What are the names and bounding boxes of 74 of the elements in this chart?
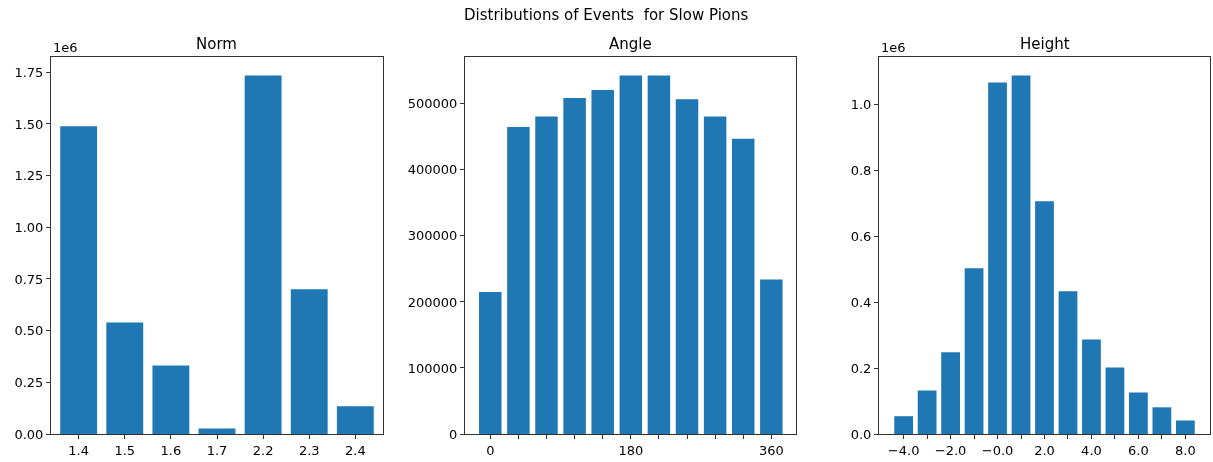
x-tick-label: 360: [758, 442, 784, 458]
y-tick-label: 1.25: [14, 168, 44, 184]
x-tick-label: −0.0: [981, 442, 1014, 458]
bar: [60, 126, 98, 434]
y-tick-label: 0.6: [850, 228, 872, 244]
bar: [290, 289, 328, 434]
bar: [591, 90, 614, 434]
bar: [1175, 420, 1195, 434]
bar: [703, 116, 727, 434]
bar: [507, 126, 530, 434]
chart-title: Angle: [609, 35, 652, 53]
y-tick-label: 0.00: [14, 426, 44, 442]
bar: [675, 99, 699, 434]
bar: [917, 390, 937, 434]
x-tick-label: 2.4: [344, 442, 366, 458]
y-tick-label: 1.00: [14, 219, 44, 235]
bar: [535, 116, 558, 434]
bar: [1058, 291, 1078, 434]
y-tick-label: 0.0: [850, 426, 872, 442]
y-tick-label: 500000: [407, 96, 458, 112]
x-tick-label: 4.0: [1081, 442, 1102, 458]
y-tick-label: 300000: [407, 228, 458, 244]
x-tick-label: 2.2: [252, 442, 274, 458]
y-tick-label: 0.25: [14, 374, 44, 390]
text: 1e6: [53, 40, 78, 55]
bar: [619, 75, 643, 434]
bar: [1082, 339, 1101, 434]
x-tick-label: 1.7: [206, 442, 228, 458]
bar: [894, 416, 914, 434]
x-tick-label: 2.3: [298, 442, 320, 458]
y-tick-label: 0: [449, 426, 458, 442]
bar: [479, 292, 502, 434]
bar: [106, 322, 144, 434]
x-tick-label: 1.5: [114, 442, 136, 458]
y-tick-label: 0.75: [14, 271, 44, 287]
y-tick-label: 1.75: [14, 64, 44, 80]
chart-title: Norm: [196, 35, 237, 53]
y-tick-label: 0.2: [850, 360, 872, 376]
x-tick-label: 2.0: [1034, 442, 1055, 458]
y-tick-label: 0.8: [850, 162, 872, 178]
chart-title: Height: [1020, 35, 1070, 53]
bar: [941, 352, 960, 434]
bar: [1129, 392, 1148, 434]
bar: [647, 75, 671, 434]
bar: [760, 279, 783, 434]
x-tick-label: −4.0: [887, 442, 920, 458]
x-tick-label: 6.0: [1128, 442, 1149, 458]
bar: [1035, 201, 1054, 434]
y-tick-label: 1.50: [14, 116, 44, 132]
x-tick-label: 0: [486, 442, 495, 458]
y-tick-label: 100000: [407, 360, 458, 376]
bar: [198, 428, 236, 434]
bar: [988, 82, 1007, 434]
bar: [1011, 75, 1031, 434]
y-tick-label: 0.50: [14, 323, 44, 339]
bar: [563, 97, 586, 434]
x-tick-label: 1.4: [68, 442, 90, 458]
bar: [964, 268, 984, 434]
bar: [1152, 407, 1172, 434]
text: 1e6: [881, 40, 906, 55]
y-tick-label: 0.4: [850, 294, 872, 310]
y-tick-label: 1.0: [850, 97, 872, 112]
bar: [152, 365, 190, 434]
bar: [244, 75, 282, 434]
bar: [1105, 367, 1125, 434]
y-tick-label: 200000: [407, 294, 458, 310]
bar: [336, 406, 374, 434]
text: Distributions of Events for Slow Pions: [464, 6, 749, 24]
bar: [731, 138, 755, 434]
y-tick-label: 400000: [407, 162, 458, 178]
x-tick-label: 1.6: [160, 442, 182, 458]
x-tick-label: −2.0: [934, 442, 967, 458]
x-tick-label: 8.0: [1175, 442, 1196, 458]
x-tick-label: 180: [618, 442, 644, 458]
